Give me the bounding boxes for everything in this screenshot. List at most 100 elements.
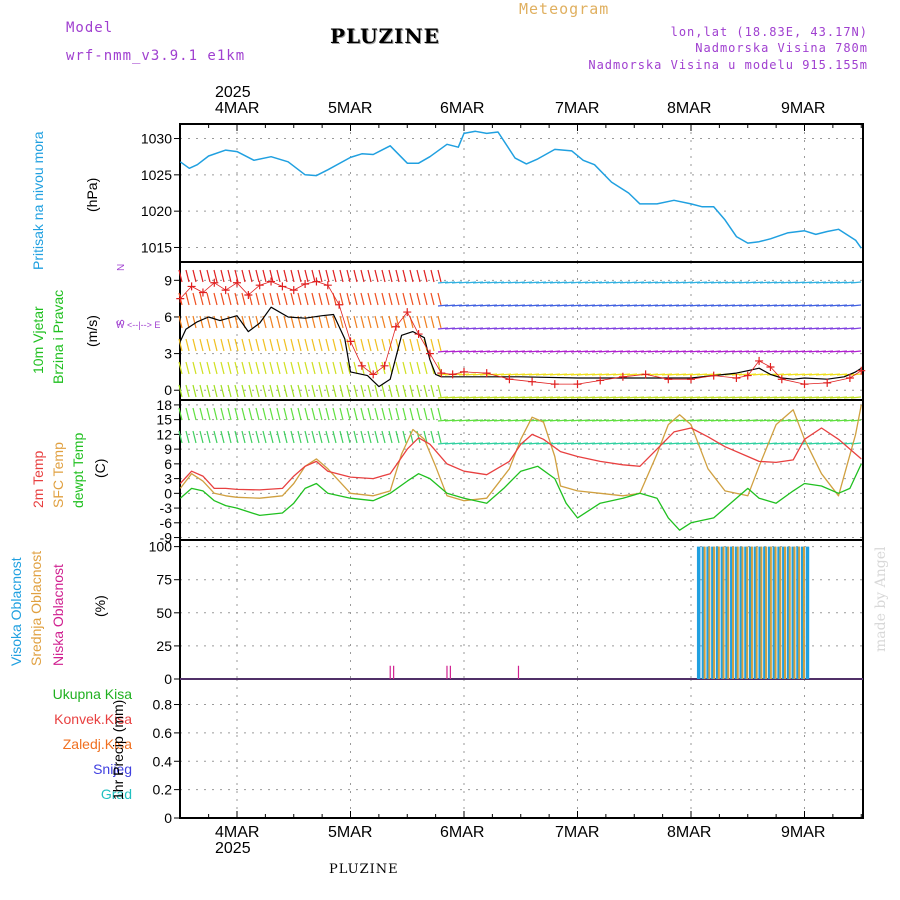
high-cloud-bar — [706, 546, 710, 679]
meteogram-label: Meteogram — [519, 0, 610, 18]
wind-barb — [332, 361, 337, 375]
wind-barb — [367, 315, 372, 329]
wind-barb — [549, 419, 561, 422]
wind-barb — [829, 327, 841, 330]
wind-barb — [185, 361, 190, 375]
wind-barb — [605, 304, 617, 307]
wind-barb — [234, 361, 239, 375]
model-name: wrf-nmm_v3.9.1 e1km — [66, 48, 246, 64]
wind-barb — [605, 327, 617, 330]
wind-barb — [444, 350, 456, 353]
wind-barb — [479, 396, 491, 399]
wind-barb — [773, 327, 785, 330]
wind-barb — [304, 384, 309, 398]
wind-barb — [668, 350, 680, 353]
wind-barb — [626, 304, 638, 307]
precip-legend-item: Grad — [100, 786, 132, 802]
wind-speed-line — [179, 306, 862, 388]
wind-barb — [234, 292, 239, 306]
wind-barb — [367, 292, 372, 306]
wind-barb — [325, 315, 330, 329]
wind-barb — [675, 396, 687, 399]
wind-barb — [213, 384, 218, 398]
year-label-top: 2025 — [215, 84, 251, 101]
wind-barb — [801, 281, 813, 284]
wind-barb — [570, 396, 582, 399]
wind-barb — [794, 373, 806, 376]
wind-barb — [479, 350, 491, 353]
wind-barb — [605, 396, 617, 399]
wind-barb — [255, 338, 260, 352]
wind-barb — [318, 292, 323, 306]
wind-barb — [773, 373, 785, 376]
wind-barb — [843, 304, 855, 307]
wind-barb — [262, 338, 267, 352]
wind-barb — [815, 281, 827, 284]
mid-cloud-bar — [802, 546, 805, 679]
wind-barb — [542, 373, 554, 376]
wind-barb — [178, 315, 183, 329]
wind-barb — [675, 419, 687, 422]
wind-barb — [472, 442, 484, 445]
wind-barb — [773, 396, 785, 399]
wind-barb — [325, 269, 330, 283]
wind-barb — [493, 419, 505, 422]
wind-barb — [689, 350, 701, 353]
wind-barb — [682, 442, 694, 445]
wind-barb — [675, 304, 687, 307]
wind-barb — [591, 373, 603, 376]
wind-barb — [444, 304, 456, 307]
wind-barb — [640, 327, 652, 330]
wind-barb — [304, 292, 309, 306]
wind-barb — [318, 361, 323, 375]
wind-barb — [759, 419, 771, 422]
wind-barb — [241, 292, 246, 306]
wind-barb — [402, 361, 407, 375]
wind-barb — [612, 442, 624, 445]
wind-barb — [262, 430, 267, 444]
wind-barb — [381, 384, 386, 398]
wind-barb — [346, 430, 351, 444]
wind-barbs — [178, 269, 862, 445]
wind-barb — [199, 315, 204, 329]
wind-barb — [451, 350, 463, 353]
y-tick-label: 1025 — [141, 167, 172, 183]
wind-barb — [507, 304, 519, 307]
wind-barb — [374, 384, 379, 398]
wind-barb — [654, 373, 666, 376]
wind-barb — [185, 315, 190, 329]
wind-barb — [724, 442, 736, 445]
wind-barb — [731, 327, 743, 330]
wind-barb — [689, 304, 701, 307]
y-tick-label: 75 — [156, 572, 172, 588]
wind-barb — [780, 327, 792, 330]
wind-barb — [437, 430, 442, 444]
wind-barb — [829, 396, 841, 399]
wind-barb — [325, 361, 330, 375]
y-tick-label: 0 — [164, 382, 172, 398]
wind-barb — [738, 442, 750, 445]
wind-barb — [444, 396, 456, 399]
wind-barb — [437, 442, 449, 445]
wind-barb — [598, 419, 610, 422]
wind-barb — [220, 430, 225, 444]
wind-barb — [493, 304, 505, 307]
wind-barb — [255, 292, 260, 306]
wind-barb — [780, 373, 792, 376]
wind-barb — [822, 350, 834, 353]
wind-barb — [241, 384, 246, 398]
wind-barb — [696, 396, 708, 399]
wind-barb — [703, 327, 715, 330]
wind-barb — [416, 315, 421, 329]
wind-barb — [248, 430, 253, 444]
wind-barb — [514, 396, 526, 399]
wind-barb — [745, 442, 757, 445]
wind-barb — [514, 442, 526, 445]
wind-barb — [780, 396, 792, 399]
wind-barb — [654, 327, 666, 330]
wind-barb — [388, 407, 393, 421]
precip-legend-item: Snijeg — [93, 761, 132, 777]
wind-barb — [591, 396, 603, 399]
wind-barb — [556, 419, 568, 422]
wind-barb — [535, 281, 547, 284]
